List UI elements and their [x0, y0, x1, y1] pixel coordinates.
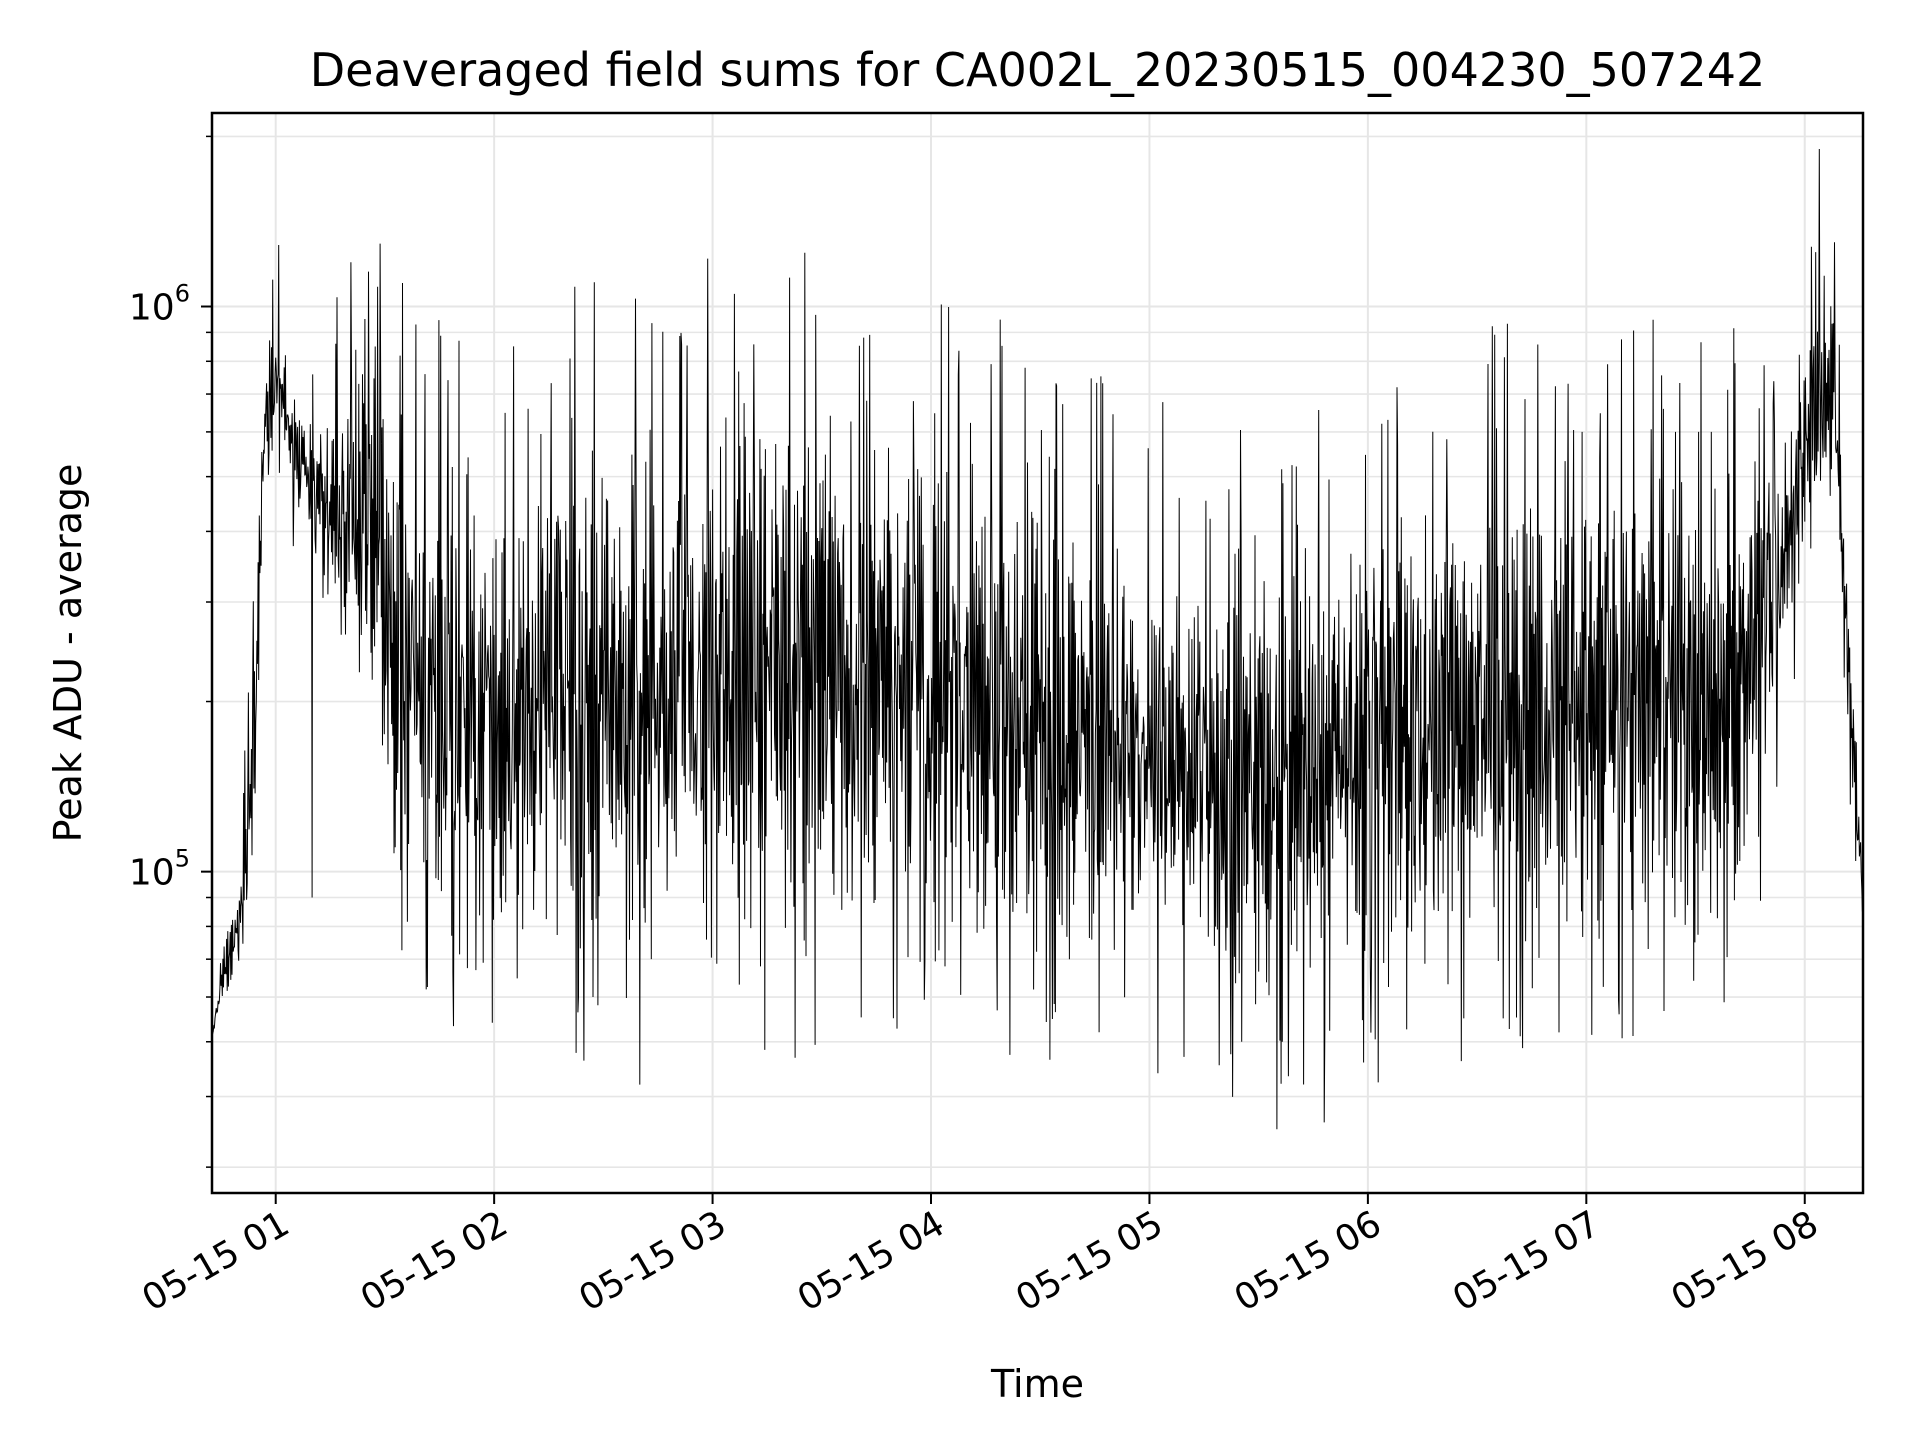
chart-title: Deaveraged field sums for CA002L_2023051…	[310, 43, 1765, 97]
x-axis-label: Time	[990, 1362, 1084, 1406]
y-axis: 105 106	[129, 135, 212, 1168]
plot-frame	[210, 111, 1865, 1195]
y-tick-label: 105	[129, 845, 190, 894]
y-tick-label: 106	[129, 280, 190, 329]
y-axis-label: Peak ADU - average	[46, 464, 90, 843]
series-line	[211, 148, 1864, 1130]
